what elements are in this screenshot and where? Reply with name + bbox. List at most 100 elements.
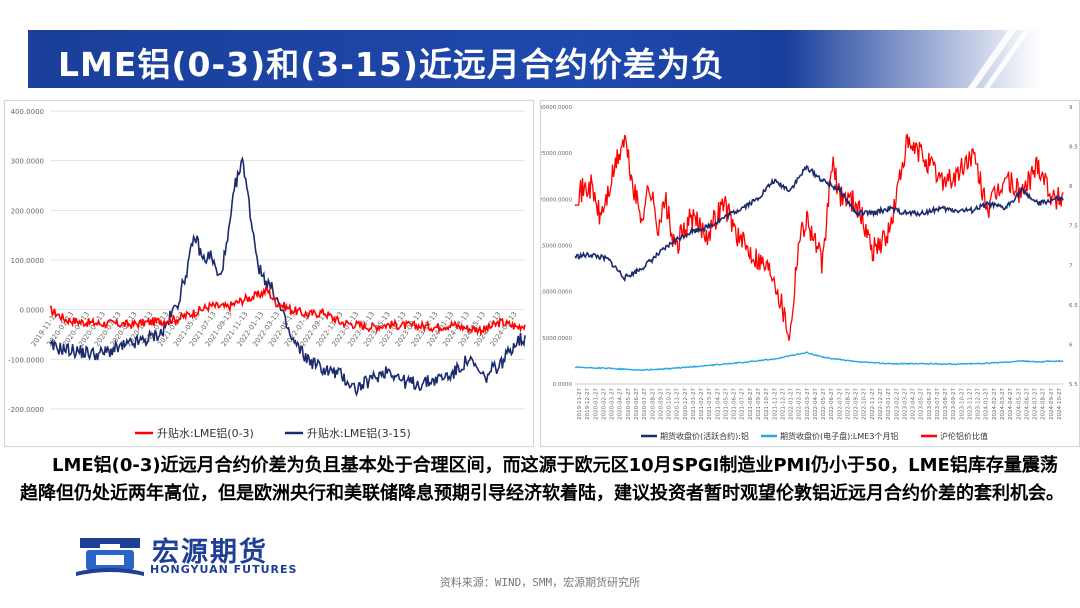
- analysis-paragraph: LME铝(0-3)近远月合约价差为负且基本处于合理区间，而这源于欧元区10月SP…: [20, 455, 1064, 504]
- x-tick-label: 2021-04-27: [715, 388, 721, 420]
- y-right-tick-label: 8.5: [1069, 145, 1078, 151]
- series-line: [49, 284, 526, 337]
- x-tick-label: 2020-07-27: [642, 388, 648, 420]
- x-tick-label: 2022-08-27: [845, 388, 851, 420]
- x-tick-label: 2020-05-27: [626, 388, 632, 420]
- x-tick-label: 2024-07-27: [1033, 388, 1039, 420]
- y-left-tick-label: 15000.0000: [541, 244, 572, 250]
- y-left-tick-label: 25000.0000: [541, 151, 572, 157]
- x-tick-label: 2020-11-27: [675, 388, 681, 420]
- series-line: [574, 351, 1064, 372]
- y-tick-label: 300.0000: [11, 158, 44, 166]
- y-right-tick-label: 9: [1069, 105, 1073, 111]
- y-right-tick-label: 7: [1069, 263, 1073, 269]
- x-tick-label: 2021-06-27: [732, 388, 738, 420]
- x-tick-label: 2021-05-27: [723, 388, 729, 420]
- x-tick-label: 2022-01-27: [789, 388, 795, 420]
- x-tick-label: 2022-12-27: [878, 388, 884, 420]
- chart-panel-left: 400.0000 300.0000 200.0000 100.0000 0.0000 -1…: [4, 100, 534, 447]
- y-left-tick-label: 5000.0000: [542, 336, 572, 342]
- x-tick-label: 2024-06-27: [1024, 388, 1030, 420]
- x-tick-label: 2019-11-27: [577, 388, 583, 420]
- x-tick-label: 2024-02-27: [992, 388, 998, 420]
- x-tick-label: 2022-09-27: [854, 388, 860, 420]
- y-left-tick-label: 30000.0000: [541, 105, 572, 111]
- series-line: [49, 155, 526, 397]
- company-logo: 宏源期货 HONGYUAN FUTURES: [70, 530, 310, 578]
- source-note: 资料来源：WIND，SMM，宏源期货研究所: [439, 576, 641, 589]
- series-line: [574, 164, 1064, 283]
- y-left-tick-label: 10000.0000: [541, 290, 572, 296]
- y-tick-label: -100.0000: [8, 356, 44, 364]
- x-tick-label: 2023-10-27: [959, 388, 965, 420]
- x-tick-label: 2022-06-27: [829, 388, 835, 420]
- x-tick-label: 2023-02-27: [894, 388, 900, 420]
- x-tick-label: 2022-04-27: [813, 388, 819, 420]
- logo-chinese-name: 宏源期货: [152, 537, 268, 568]
- x-tick-label: 2021-12-27: [780, 388, 786, 420]
- page-title: LME铝(0-3)和(3-15)近远月合约价差为负: [58, 45, 725, 84]
- x-tick-label: 2023-03-27: [902, 388, 908, 420]
- y-right-tick-label: 6.5: [1069, 303, 1078, 309]
- x-tick-label: 2020-03-27: [610, 388, 616, 420]
- legend-label: 升贴水:LME铝(0-3): [157, 426, 254, 440]
- spread-chart: 400.0000 300.0000 200.0000 100.0000 0.0000 -1…: [8, 108, 526, 440]
- x-tick-label: 2020-06-27: [634, 388, 640, 420]
- x-tick-label: 2022-02-27: [797, 388, 803, 420]
- y-tick-label: 0.0000: [20, 307, 45, 315]
- x-tick-label: 2021-07-27: [740, 388, 746, 420]
- x-tick-label: 2024-09-27: [1049, 388, 1055, 420]
- x-tick-label: 2022-11-27: [870, 388, 876, 420]
- y-tick-label: -200.0000: [8, 406, 44, 414]
- x-tick-label: 2020-10-27: [667, 388, 673, 420]
- x-tick-label: 2023-01-27: [886, 388, 892, 420]
- title-bar: LME铝(0-3)和(3-15)近远月合约价差为负: [28, 30, 1040, 88]
- y-right-tick-label: 7.5: [1069, 224, 1078, 230]
- x-tick-label: 2021-09-27: [756, 388, 762, 420]
- chart-panel-right: 30000.0000 25000.0000 20000.0000 15000.0000…: [539, 100, 1080, 447]
- x-tick-label: 2021-11-27: [772, 388, 778, 420]
- x-tick-label: 2020-02-27: [601, 388, 607, 420]
- x-tick-label: 2023-04-27: [911, 388, 917, 420]
- y-right-tick-label: 8: [1069, 184, 1073, 190]
- x-tick-label: 2022-03-27: [805, 388, 811, 420]
- x-tick-label: 2024-10-27: [1057, 388, 1063, 420]
- y-right-tick-label: 6: [1069, 342, 1073, 348]
- x-tick-label: 2020-12-27: [683, 388, 689, 420]
- legend: 升贴水:LME铝(0-3) 升贴水:LME铝(3-15): [135, 426, 411, 440]
- x-tick-label: 2023-12-27: [976, 388, 982, 420]
- legend-label: 期货收盘价(活跃合约):铝: [660, 431, 749, 441]
- x-tick-label: 2022-07-27: [837, 388, 843, 420]
- logo-mark-icon: [76, 538, 144, 576]
- y-left-tick-label: 0.0000: [553, 382, 573, 388]
- legend: 期货收盘价(活跃合约):铝 期货收盘价(电子盘):LME3个月铝 沪伦铝价比值: [641, 431, 988, 441]
- x-tick-label: 2023-09-27: [951, 388, 957, 420]
- x-tick-label: 2020-08-27: [650, 388, 656, 420]
- x-tick-label: 2024-04-27: [1008, 388, 1014, 420]
- x-tick-label: 2024-03-27: [1000, 388, 1006, 420]
- legend-label: 升贴水:LME铝(3-15): [307, 426, 411, 440]
- y-right-tick-label: 5.5: [1069, 382, 1078, 388]
- x-tick-label: 2023-06-27: [927, 388, 933, 420]
- x-tick-label: 2021-01-27: [691, 388, 697, 420]
- x-tick-label: 2021-08-27: [748, 388, 754, 420]
- x-tick-label: 2022-05-27: [821, 388, 827, 420]
- y-tick-label: 200.0000: [11, 207, 44, 215]
- x-tick-label: 2024-05-27: [1016, 388, 1022, 420]
- x-tick-label: 2023-11-27: [967, 388, 973, 420]
- x-tick-label: 2024-08-27: [1041, 388, 1047, 420]
- x-tick-label: 2020-04-27: [618, 388, 624, 420]
- title-band: [28, 30, 1040, 88]
- y-tick-label: 100.0000: [11, 257, 44, 265]
- x-tick-label: 2019-12-27: [585, 388, 591, 420]
- x-tick-label: 2023-05-27: [919, 388, 925, 420]
- x-tick-label: 2024-01-27: [984, 388, 990, 420]
- legend-label: 沪伦铝价比值: [940, 431, 988, 441]
- x-tick-label: 2023-07-27: [935, 388, 941, 420]
- x-tick-label: 2020-09-27: [658, 388, 664, 420]
- x-tick-label: 2021-03-27: [707, 388, 713, 420]
- x-tick-label: 2020-01-27: [593, 388, 599, 420]
- x-tick-label: 2023-08-27: [943, 388, 949, 420]
- series-line: [574, 133, 1064, 341]
- x-tick-label: 2021-02-27: [699, 388, 705, 420]
